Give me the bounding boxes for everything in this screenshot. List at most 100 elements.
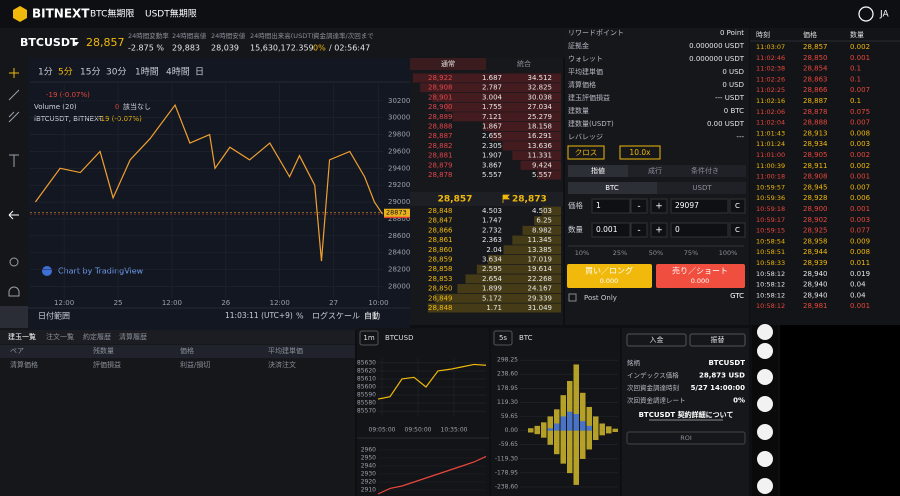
input[interactable]: [670, 198, 729, 214]
positions-tab[interactable]: 注文一覧: [46, 332, 74, 341]
unit-tab[interactable]: BTC: [605, 184, 619, 192]
book-total: 24.167: [528, 285, 553, 293]
stat-label: 24時間出来高(USDT): [250, 31, 314, 40]
interval-box[interactable]: [359, 330, 379, 346]
positions-tab[interactable]: 建玉一覧: [8, 332, 36, 341]
info-button[interactable]: [689, 333, 746, 347]
step-button[interactable]: [650, 222, 668, 238]
input[interactable]: [670, 222, 729, 238]
interval-button[interactable]: 日: [195, 67, 204, 78]
tv-logo: [42, 266, 52, 276]
interval-button[interactable]: 5分: [58, 67, 73, 78]
input-value: 0: [675, 225, 680, 234]
contract-link[interactable]: BTCUSDT 契約詳細について: [639, 410, 734, 419]
step-button[interactable]: [630, 198, 648, 214]
lock-tool[interactable]: [8, 286, 20, 297]
roi-button[interactable]: [626, 431, 746, 445]
bar: [554, 409, 560, 431]
nav-link[interactable]: USDT無期限: [145, 8, 197, 20]
field-label: 数量: [568, 224, 583, 234]
order-type-tab[interactable]: 指値: [591, 166, 605, 175]
account-value: --- USDT: [715, 94, 745, 102]
margin-button[interactable]: [567, 145, 605, 160]
checkbox[interactable]: [568, 293, 577, 302]
line-tool[interactable]: [8, 89, 20, 101]
symbol[interactable]: BTCUSDT: [20, 36, 78, 49]
trade-price: 28,940: [803, 281, 828, 289]
bar: [528, 428, 534, 431]
log-toggle[interactable]: ログスケール: [312, 311, 360, 321]
percent-button[interactable]: 10%: [575, 249, 589, 257]
y-tick-label: 29000: [388, 198, 410, 206]
input[interactable]: [591, 198, 631, 214]
interval-button[interactable]: 1時間: [135, 67, 159, 78]
price-line: [377, 455, 487, 495]
text-tool[interactable]: [9, 154, 19, 167]
account-label: 証拠金: [568, 41, 589, 50]
buy-button[interactable]: [567, 264, 652, 288]
order-type-tab[interactable]: 条件付き: [691, 166, 719, 175]
clear-button[interactable]: [729, 198, 746, 214]
date-range[interactable]: 日付範囲: [38, 311, 70, 321]
sell-button[interactable]: [656, 264, 745, 288]
interval-button[interactable]: 15分: [80, 67, 100, 78]
percent-button[interactable]: 25%: [613, 249, 627, 257]
account-value: 0 USD: [722, 68, 744, 76]
last-price: 28,857: [86, 36, 125, 49]
trade-price: 28,940: [803, 291, 828, 299]
y-tick-label: 29800: [388, 131, 410, 139]
step-button[interactable]: [630, 222, 648, 238]
interval-button[interactable]: 30分: [106, 67, 126, 78]
book-tab[interactable]: 通常: [441, 59, 455, 68]
positions-tab[interactable]: 清算履歴: [119, 332, 147, 341]
language[interactable]: JA: [879, 10, 889, 20]
trade-qty: 0.006: [850, 194, 871, 202]
nav-link[interactable]: BTC無期限: [90, 8, 134, 20]
time-in-force[interactable]: GTC: [730, 292, 744, 300]
back-tool[interactable]: [8, 210, 19, 220]
percent-button[interactable]: 75%: [684, 249, 698, 257]
info-label: 次回資金調達レート: [627, 396, 686, 405]
trade-price: 28,913: [803, 129, 828, 137]
book-total: 29.339: [528, 294, 553, 302]
fib-tool[interactable]: [8, 111, 20, 123]
tool-active: [0, 306, 28, 328]
chat-avatar: [757, 396, 773, 412]
book-price: 28,859: [428, 256, 453, 264]
unit-tab[interactable]: USDT: [692, 184, 712, 192]
positions-tab[interactable]: 約定履歴: [83, 332, 111, 341]
percent-toggle[interactable]: %: [296, 312, 304, 321]
avatar-icon[interactable]: [858, 6, 874, 22]
book-tab[interactable]: 統合: [517, 59, 531, 68]
order-type-tab[interactable]: 成行: [648, 166, 662, 175]
buy-label: 買い／ロング: [585, 266, 633, 276]
book-qty: 1.747: [482, 217, 502, 225]
interval-box[interactable]: [493, 330, 513, 346]
bar: [580, 392, 586, 431]
clear-button[interactable]: [729, 222, 746, 238]
account-value: 0 USD: [722, 81, 744, 89]
zoom-tool[interactable]: [9, 257, 19, 267]
clear-label: C: [735, 202, 740, 210]
book-price: 28,866: [428, 226, 453, 234]
input[interactable]: [591, 222, 631, 238]
tab-strip: [0, 330, 355, 344]
bar: [612, 428, 618, 431]
step-button[interactable]: [650, 198, 668, 214]
column-header: 平均建単価: [268, 346, 303, 355]
crosshair-tool[interactable]: [9, 68, 19, 78]
account-label: 建玉評価損益: [568, 93, 610, 102]
leverage-button[interactable]: [619, 145, 661, 160]
x-tick-label: 12:00: [270, 299, 290, 307]
percent-button[interactable]: 100%: [719, 249, 738, 257]
interval-button[interactable]: 1分: [38, 67, 53, 78]
info-button[interactable]: [626, 333, 687, 347]
trade-price: 28,878: [803, 108, 828, 116]
trade-price: 28,863: [803, 75, 828, 83]
dropdown-icon[interactable]: [73, 42, 79, 46]
bar: [554, 430, 560, 455]
post-only: Post Only: [584, 294, 617, 302]
percent-button[interactable]: 50%: [649, 249, 663, 257]
interval-button[interactable]: 4時間: [166, 67, 190, 78]
auto-toggle[interactable]: 自動: [364, 311, 380, 321]
